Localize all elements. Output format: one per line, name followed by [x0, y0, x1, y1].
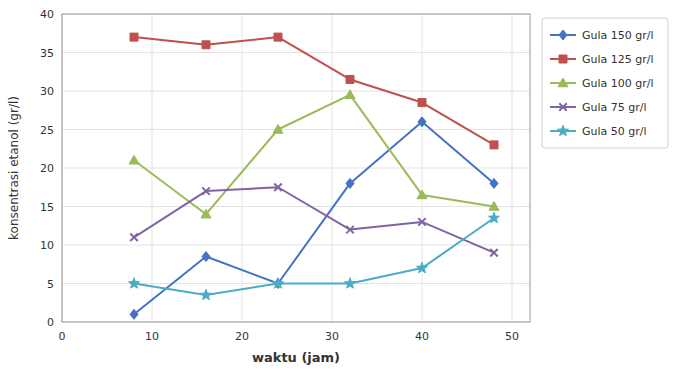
series-marker: [489, 212, 500, 222]
y-tick-label: 40: [40, 8, 54, 21]
x-grid-line: [242, 14, 243, 322]
series-marker: [490, 249, 498, 257]
series-marker: [130, 309, 138, 319]
legend-label: Gula 125 gr/l: [582, 53, 654, 66]
series-marker: [129, 278, 140, 288]
series-marker: [202, 187, 210, 195]
x-grid-line: [332, 14, 333, 322]
legend-marker: [558, 78, 568, 87]
legend-label: Gula 75 gr/l: [582, 101, 647, 114]
y-tick-label: 10: [40, 239, 54, 252]
x-grid-line: [152, 14, 153, 322]
legend-marker: [559, 30, 567, 40]
chart: 0 5 10 15 20 25 30 35 40 0 10 20 30 40 50 waktu (jam) ko…: [0, 0, 674, 374]
y-grid-line: [62, 129, 530, 130]
y-axis-label: konsentrasi etanol (gr/l): [7, 96, 21, 240]
x-tick-label: 0: [59, 330, 66, 343]
series-marker: [274, 184, 282, 192]
legend-label: Gula 150 gr/l: [582, 29, 654, 42]
series-marker: [345, 90, 355, 99]
legend-box: [542, 18, 668, 148]
series-marker: [346, 75, 354, 83]
series: [129, 212, 500, 299]
series-marker: [418, 218, 426, 226]
series-line: [134, 95, 494, 214]
series-marker: [201, 289, 212, 299]
series-marker: [490, 178, 498, 188]
y-grid-line: [62, 245, 530, 246]
x-tick-label: 50: [505, 330, 519, 343]
x-grid-line: [422, 14, 423, 322]
x-tick-label: 10: [145, 330, 159, 343]
series-marker: [130, 33, 138, 41]
x-grid-line: [512, 14, 513, 322]
series-marker: [274, 33, 282, 41]
series-marker: [418, 99, 426, 107]
series-marker: [346, 226, 354, 234]
plot-frame: [62, 14, 530, 322]
y-grid-line: [62, 168, 530, 169]
y-tick-label: 30: [40, 85, 54, 98]
series: [130, 33, 498, 149]
y-grid-line: [62, 52, 530, 53]
series-marker: [130, 234, 138, 242]
series-line: [134, 218, 494, 295]
y-tick-label: 15: [40, 201, 54, 214]
series-marker: [273, 278, 284, 288]
series-marker: [273, 125, 283, 134]
x-tick-label: 20: [235, 330, 249, 343]
x-tick-label: 40: [415, 330, 429, 343]
y-tick-label: 5: [47, 278, 54, 291]
series-line: [134, 187, 494, 252]
y-tick-label: 25: [40, 124, 54, 137]
plot-background: [62, 14, 530, 322]
series-marker: [202, 41, 210, 49]
legend-marker: [559, 103, 567, 111]
grid: [62, 14, 530, 322]
y-grid-line: [62, 206, 530, 207]
series-line: [134, 37, 494, 145]
y-grid-line: [62, 91, 530, 92]
legend-label: Gula 100 gr/l: [582, 77, 654, 90]
series: [129, 90, 499, 218]
y-tick-label: 20: [40, 162, 54, 175]
legend-marker: [558, 125, 569, 135]
series: [130, 117, 498, 319]
x-tick-label: 30: [325, 330, 339, 343]
y-tick-label: 0: [47, 316, 54, 329]
legend-label: Gula 50 gr/l: [582, 125, 647, 138]
plot-data: [129, 33, 500, 319]
series-marker: [417, 190, 427, 199]
series-marker: [201, 209, 211, 218]
y-tick-label: 35: [40, 47, 54, 60]
series-marker: [490, 141, 498, 149]
series-marker: [417, 262, 428, 272]
series-marker: [489, 202, 499, 211]
series-marker: [346, 178, 354, 188]
series: [130, 184, 498, 257]
tick-labels: 0 5 10 15 20 25 30 35 40 0 10 20 30 40 50: [40, 8, 519, 343]
series-line: [134, 122, 494, 314]
series-marker: [418, 117, 426, 127]
legend-marker: [559, 55, 567, 63]
series-marker: [202, 252, 210, 262]
x-axis-label: waktu (jam): [252, 350, 340, 365]
legend: Gula 150 gr/l Gula 125 gr/l Gula 100 gr/l G…: [542, 18, 668, 148]
series-marker: [129, 155, 139, 164]
series-marker: [345, 278, 356, 288]
